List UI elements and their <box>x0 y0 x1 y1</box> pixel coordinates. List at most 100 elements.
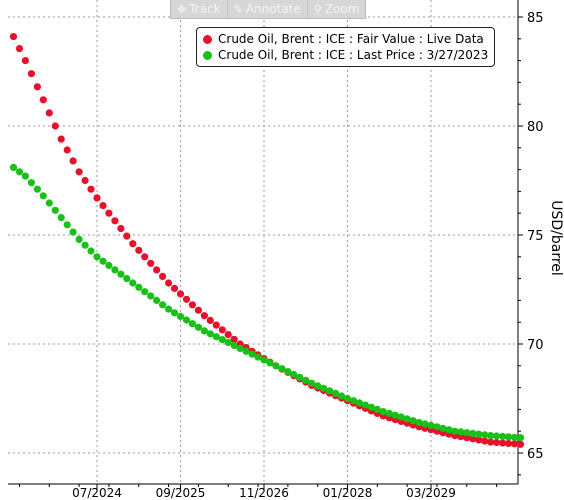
data-point <box>391 411 399 419</box>
legend-entry-last-price: Crude Oil, Brent : ICE : Last Price : 3/… <box>203 47 488 63</box>
data-point <box>105 209 113 217</box>
data-point <box>487 432 495 440</box>
legend-label-fair-value: Crude Oil, Brent : ICE : Fair Value : Li… <box>218 32 484 46</box>
y-tick-label: 85 <box>527 11 544 26</box>
data-point <box>326 387 334 395</box>
data-point <box>129 240 137 248</box>
data-point <box>230 341 238 350</box>
data-point <box>33 185 42 193</box>
data-point <box>224 338 232 347</box>
data-point <box>129 279 137 287</box>
data-point <box>493 432 501 440</box>
data-point <box>165 279 173 287</box>
data-point <box>314 382 322 390</box>
data-point <box>242 347 250 355</box>
data-point <box>397 413 405 421</box>
y-axis-title: USD/barrel <box>548 200 564 276</box>
data-point <box>194 323 202 331</box>
y-tick-label: 80 <box>527 120 544 135</box>
data-point <box>159 301 167 309</box>
data-point <box>278 365 286 373</box>
data-point <box>415 418 423 427</box>
data-point <box>51 206 59 214</box>
data-point <box>63 146 71 154</box>
data-point <box>499 439 507 447</box>
data-point <box>510 433 519 441</box>
track-button[interactable]: ✥ Track <box>171 0 228 18</box>
data-point <box>188 320 196 328</box>
data-point <box>302 376 310 384</box>
data-point <box>33 83 42 91</box>
x-tick-label: 07/2024 <box>72 486 122 500</box>
data-point <box>361 401 369 409</box>
data-point <box>373 405 381 413</box>
x-tick-label: 11/2026 <box>239 486 289 500</box>
data-point <box>75 235 83 243</box>
chart-toolbar: ✥ Track ✎ Annotate ⚲ Zoom <box>170 0 367 19</box>
data-point <box>45 109 53 117</box>
legend-label-last-price: Crude Oil, Brent : ICE : Last Price : 3/… <box>218 48 489 62</box>
data-point <box>421 420 429 428</box>
zoom-button[interactable]: ⚲ Zoom <box>308 0 366 18</box>
x-tick-label: 03/2029 <box>406 486 456 500</box>
track-label: Track <box>189 2 221 16</box>
data-point <box>200 312 208 320</box>
x-tick-label: 01/2028 <box>323 486 373 500</box>
zoom-label: Zoom <box>324 2 360 16</box>
data-point <box>93 194 101 202</box>
data-point <box>504 433 513 441</box>
data-point <box>218 336 226 344</box>
data-point <box>481 431 489 439</box>
data-point <box>510 440 519 448</box>
data-point <box>212 333 220 341</box>
data-point <box>194 306 202 314</box>
data-point <box>499 432 507 440</box>
crosshair-icon: ✥ <box>177 2 187 16</box>
data-point <box>170 309 179 317</box>
data-point <box>9 33 18 41</box>
data-point <box>284 368 292 376</box>
data-point <box>367 403 375 411</box>
data-point <box>290 370 298 379</box>
annotate-label: Annotate <box>245 2 301 16</box>
data-point <box>63 221 71 229</box>
data-point <box>379 408 387 416</box>
data-point <box>87 185 95 193</box>
series-fair-value <box>9 33 525 448</box>
data-point <box>141 253 149 261</box>
data-point <box>39 192 47 200</box>
data-point <box>21 172 29 180</box>
x-tick-label: 09/2025 <box>156 486 206 500</box>
pencil-icon: ✎ <box>233 2 243 16</box>
annotate-button[interactable]: ✎ Annotate <box>228 0 308 18</box>
data-point <box>385 409 393 417</box>
data-point <box>475 436 483 444</box>
data-point <box>141 288 149 296</box>
data-point <box>111 217 119 225</box>
data-point <box>266 359 274 367</box>
data-point <box>463 434 471 442</box>
data-point <box>296 373 304 381</box>
data-point <box>81 176 89 185</box>
data-point <box>206 316 214 324</box>
data-point <box>27 70 35 78</box>
data-point <box>93 253 101 261</box>
data-point <box>147 292 155 300</box>
data-point <box>123 232 131 240</box>
legend-marker-fair-value <box>203 34 212 44</box>
data-point <box>182 316 191 324</box>
data-point <box>69 228 77 236</box>
data-point <box>111 266 119 274</box>
data-point <box>153 296 161 304</box>
data-point <box>433 423 441 431</box>
data-point <box>57 135 65 143</box>
data-point <box>165 305 173 313</box>
data-point <box>135 246 143 254</box>
data-point <box>427 421 435 429</box>
data-point <box>254 353 262 361</box>
data-point <box>504 439 513 447</box>
data-point <box>516 434 525 442</box>
data-point <box>218 326 226 334</box>
magnifier-icon: ⚲ <box>313 2 322 16</box>
